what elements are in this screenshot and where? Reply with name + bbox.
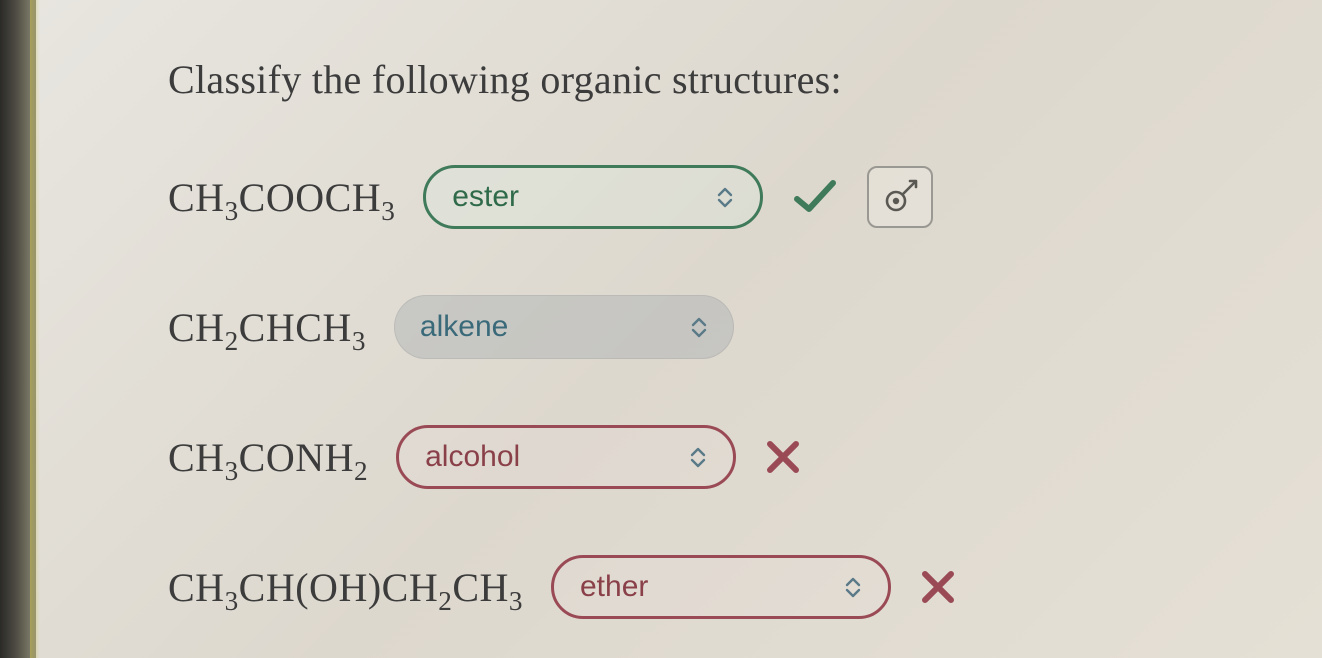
cross-icon <box>764 438 802 476</box>
classification-row: CH3COOCH3 ester <box>168 161 1282 233</box>
select-value: ether <box>580 570 842 604</box>
dropdown-spinner-icon <box>842 573 864 601</box>
classification-row: CH2CHCH3 alkene <box>168 291 1282 363</box>
dropdown-spinner-icon <box>714 183 736 211</box>
target-button[interactable] <box>867 166 933 228</box>
question-area: Classify the following organic structure… <box>38 0 1322 658</box>
check-icon <box>791 177 839 217</box>
dropdown-spinner-icon <box>687 443 709 471</box>
formula-text: CH2CHCH3 <box>168 304 366 351</box>
classification-row: CH3CONH2 alcohol <box>168 421 1282 493</box>
formula-text: CH3CONH2 <box>168 434 368 481</box>
classification-select[interactable]: alkene <box>394 295 734 359</box>
question-prompt: Classify the following organic structure… <box>168 56 1282 103</box>
select-value: alcohol <box>425 440 687 474</box>
classification-select[interactable]: ether <box>551 555 891 619</box>
formula-text: CH3COOCH3 <box>168 174 395 221</box>
classification-row: CH3CH(OH)CH2CH3 ether <box>168 551 1282 623</box>
select-value: ester <box>452 180 714 214</box>
select-value: alkene <box>420 310 688 344</box>
formula-text: CH3CH(OH)CH2CH3 <box>168 564 523 611</box>
classification-select[interactable]: alcohol <box>396 425 736 489</box>
dropdown-spinner-icon <box>688 313 710 341</box>
cross-icon <box>919 568 957 606</box>
classification-select[interactable]: ester <box>423 165 763 229</box>
